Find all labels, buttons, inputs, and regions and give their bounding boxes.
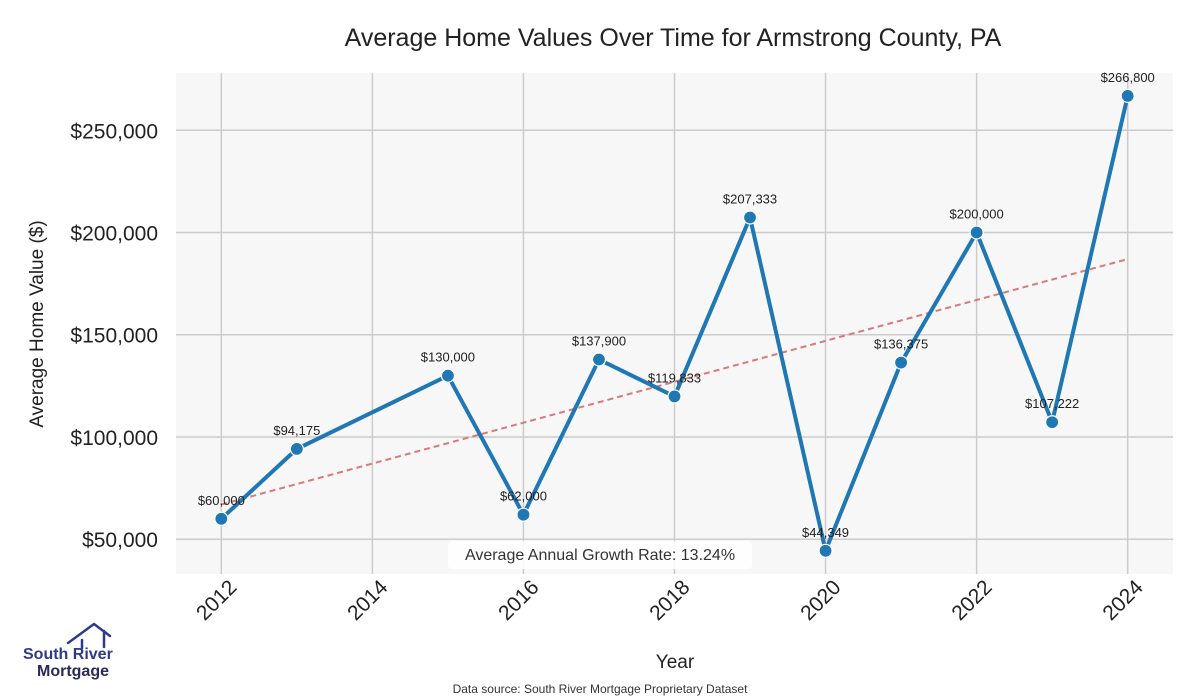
x-tick-label: 2024 [1098,576,1148,626]
y-tick-label: $200,000 [70,223,158,246]
data-point[interactable] [969,225,984,240]
data-label: $266,800 [1101,70,1155,85]
y-axis-label: Average Home Value ($) [27,220,48,427]
data-labels: $60,000 $94,175 $130,000 $62,000 $137,900 $11… [198,70,1155,540]
data-label: $136,375 [874,337,928,352]
x-tick-label: 2014 [343,576,393,626]
house-icon [66,622,112,650]
data-label: $207,333 [723,192,777,207]
trendline [221,258,1128,506]
trendline-group [221,258,1128,506]
data-point[interactable] [591,352,607,367]
data-point[interactable] [818,543,833,558]
data-label: $130,000 [421,350,475,365]
y-tick-label: $150,000 [70,325,158,348]
data-source: Data source: South River Mortgage Propri… [453,682,748,696]
y-tick-label: $250,000 [70,120,158,143]
data-point[interactable] [289,441,304,457]
data-label: $60,000 [198,493,245,508]
x-tick-label: 2018 [645,576,694,625]
data-label: $62,000 [500,489,547,504]
logo-line1: South River [23,646,113,663]
data-label: $107,222 [1025,396,1079,411]
data-point[interactable] [214,511,229,526]
x-tick-label: 2016 [494,576,543,625]
data-label: $119,833 [648,370,701,385]
annotation-box [448,541,752,569]
data-point[interactable] [1120,88,1135,104]
chart-title: Average Home Values Over Time for Armstr… [345,24,1002,52]
x-axis-label: Year [656,652,695,673]
data-label: $94,175 [273,423,320,438]
company-logo: South River Mortgage [23,622,113,680]
data-point[interactable] [667,389,682,404]
data-point[interactable] [742,210,758,225]
data-label: $137,900 [572,333,626,348]
x-tick-label: 2012 [192,576,241,625]
data-point[interactable] [516,507,531,522]
data-label: $200,000 [950,207,1004,222]
annotation-text: Average Annual Growth Rate: 13.24% [465,547,735,564]
series-group [214,88,1135,558]
logo-line2: Mortgage [37,663,109,680]
x-tick-label: 2022 [947,576,996,625]
series-line [219,93,1130,553]
growth-rate-annotation: Average Annual Growth Rate: 13.24% [448,541,752,569]
x-tick-label: 2020 [796,576,845,625]
data-label: $44,349 [802,525,849,540]
data-point[interactable] [893,355,909,370]
y-tick-label: $50,000 [82,529,158,552]
grid [176,73,1173,574]
data-point[interactable] [1045,415,1060,430]
y-tick-label: $100,000 [70,427,158,450]
data-point[interactable] [440,368,456,383]
